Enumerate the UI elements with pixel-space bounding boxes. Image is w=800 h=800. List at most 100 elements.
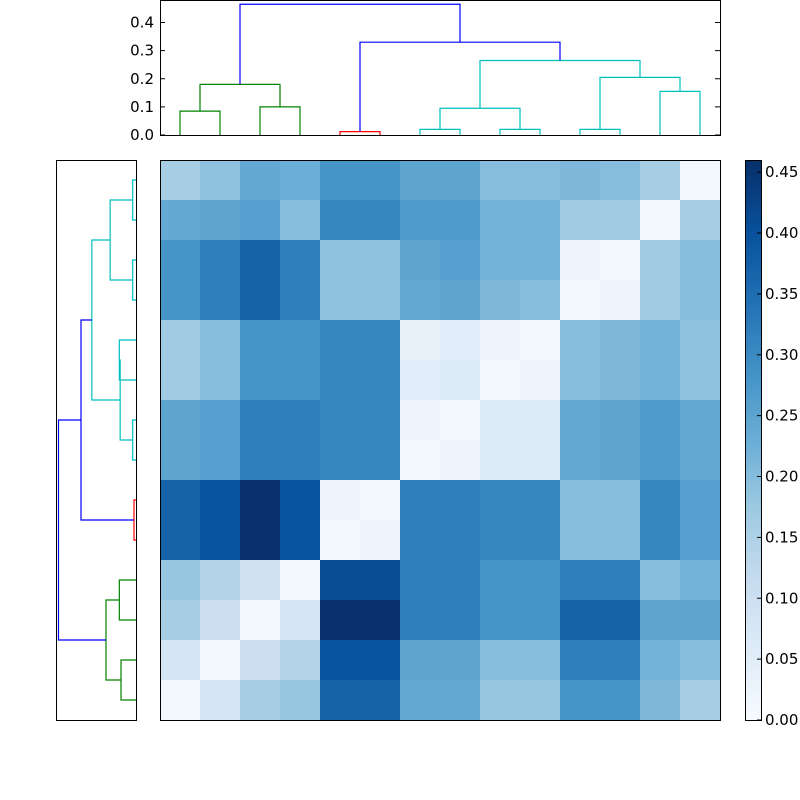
heatmap-cell — [320, 320, 361, 361]
heatmap-cell — [560, 680, 601, 721]
heatmap-cell — [160, 520, 201, 561]
heatmap-cell — [480, 680, 521, 721]
heatmap-cell — [600, 160, 641, 201]
colorbar-segment — [745, 604, 761, 609]
heatmap-cell — [200, 160, 241, 201]
heatmap-cell — [360, 360, 401, 401]
heatmap-cell — [520, 160, 561, 201]
colorbar-segment — [745, 576, 761, 581]
colorbar-segment — [745, 548, 761, 553]
heatmap-cell — [520, 520, 561, 561]
colorbar-segment — [745, 692, 761, 697]
colorbar-segment — [745, 336, 761, 341]
colorbar-segment — [745, 364, 761, 369]
heatmap-cell — [160, 320, 201, 361]
heatmap-cell — [280, 560, 321, 601]
colorbar-segment — [745, 400, 761, 405]
y-tick-label: 0.3 — [130, 42, 154, 60]
heatmap-cell — [160, 160, 201, 201]
heatmap-cell — [640, 440, 681, 481]
colorbar-segment — [745, 340, 761, 345]
heatmap-cell — [440, 440, 481, 481]
colorbar-segment — [745, 176, 761, 181]
colorbar-segment — [745, 448, 761, 453]
colorbar-segment — [745, 208, 761, 213]
heatmap-cell — [640, 400, 681, 441]
heatmap-cell — [360, 440, 401, 481]
colorbar-segment — [745, 556, 761, 561]
heatmap-cell — [680, 560, 721, 601]
heatmap-cell — [200, 400, 241, 441]
colorbar-segment — [745, 584, 761, 589]
top-dendrogram-frame — [160, 0, 721, 136]
heatmap-cell — [400, 480, 441, 521]
heatmap-cell — [200, 640, 241, 681]
colorbar-segment — [745, 512, 761, 517]
heatmap-cell — [480, 240, 521, 281]
heatmap-cell — [320, 560, 361, 601]
colorbar-tick-label: 0.35 — [765, 285, 798, 303]
heatmap-cell — [600, 480, 641, 521]
colorbar-segment — [745, 640, 761, 645]
colorbar-segment — [745, 372, 761, 377]
heatmap-cell — [560, 600, 601, 641]
heatmap-cell — [600, 400, 641, 441]
colorbar-segment — [745, 452, 761, 457]
heatmap-cell — [640, 280, 681, 321]
dendrogram-link — [109, 199, 133, 281]
heatmap-cell — [160, 600, 201, 641]
heatmap-cell — [400, 600, 441, 641]
heatmap-cell — [480, 320, 521, 361]
heatmap-cell — [680, 680, 721, 721]
heatmap-cell — [240, 600, 281, 641]
colorbar-segment — [745, 312, 761, 317]
colorbar-segment — [745, 240, 761, 245]
colorbar-segment — [745, 352, 761, 357]
colorbar-segment — [745, 416, 761, 421]
heatmap-cell — [440, 280, 481, 321]
heatmap-cell — [280, 640, 321, 681]
heatmap-cell — [360, 280, 401, 321]
heatmap-cell — [680, 280, 721, 321]
heatmap-cell — [320, 200, 361, 241]
heatmap-cell — [280, 400, 321, 441]
heatmap-cell — [320, 240, 361, 281]
heatmap-cell — [160, 480, 201, 521]
heatmap-cell — [600, 440, 641, 481]
heatmap-cell — [160, 400, 201, 441]
dendrogram-link — [239, 3, 461, 85]
dendrogram-link — [118, 339, 136, 381]
heatmap-cell — [680, 360, 721, 401]
heatmap-cell — [640, 600, 681, 641]
heatmap-cell — [280, 200, 321, 241]
heatmap-cell — [400, 360, 441, 401]
heatmap-cell — [160, 440, 201, 481]
heatmap-cell — [480, 520, 521, 561]
heatmap-cell — [440, 160, 481, 201]
colorbar-segment — [745, 684, 761, 689]
heatmap-cell — [360, 320, 401, 361]
heatmap-cell — [520, 400, 561, 441]
heatmap-cell — [400, 320, 441, 361]
heatmap-cell — [360, 640, 401, 681]
colorbar-frame — [745, 160, 762, 721]
y-tick-label: 0.0 — [130, 126, 154, 144]
colorbar-segment — [745, 580, 761, 585]
colorbar-segment — [745, 404, 761, 409]
heatmap-cell — [320, 640, 361, 681]
heatmap-cell — [480, 400, 521, 441]
left-dendrogram — [56, 160, 137, 721]
heatmap-cell — [680, 160, 721, 201]
colorbar-segment — [745, 224, 761, 229]
heatmap-cell — [680, 400, 721, 441]
heatmap-cell — [200, 480, 241, 521]
heatmap-cell — [640, 640, 681, 681]
colorbar-segment — [745, 184, 761, 189]
dendrogram-link — [119, 359, 133, 441]
heatmap-cell — [560, 400, 601, 441]
heatmap-cell — [600, 240, 641, 281]
heatmap-cell — [320, 480, 361, 521]
heatmap-cell — [600, 680, 641, 721]
heatmap-cell — [480, 600, 521, 641]
